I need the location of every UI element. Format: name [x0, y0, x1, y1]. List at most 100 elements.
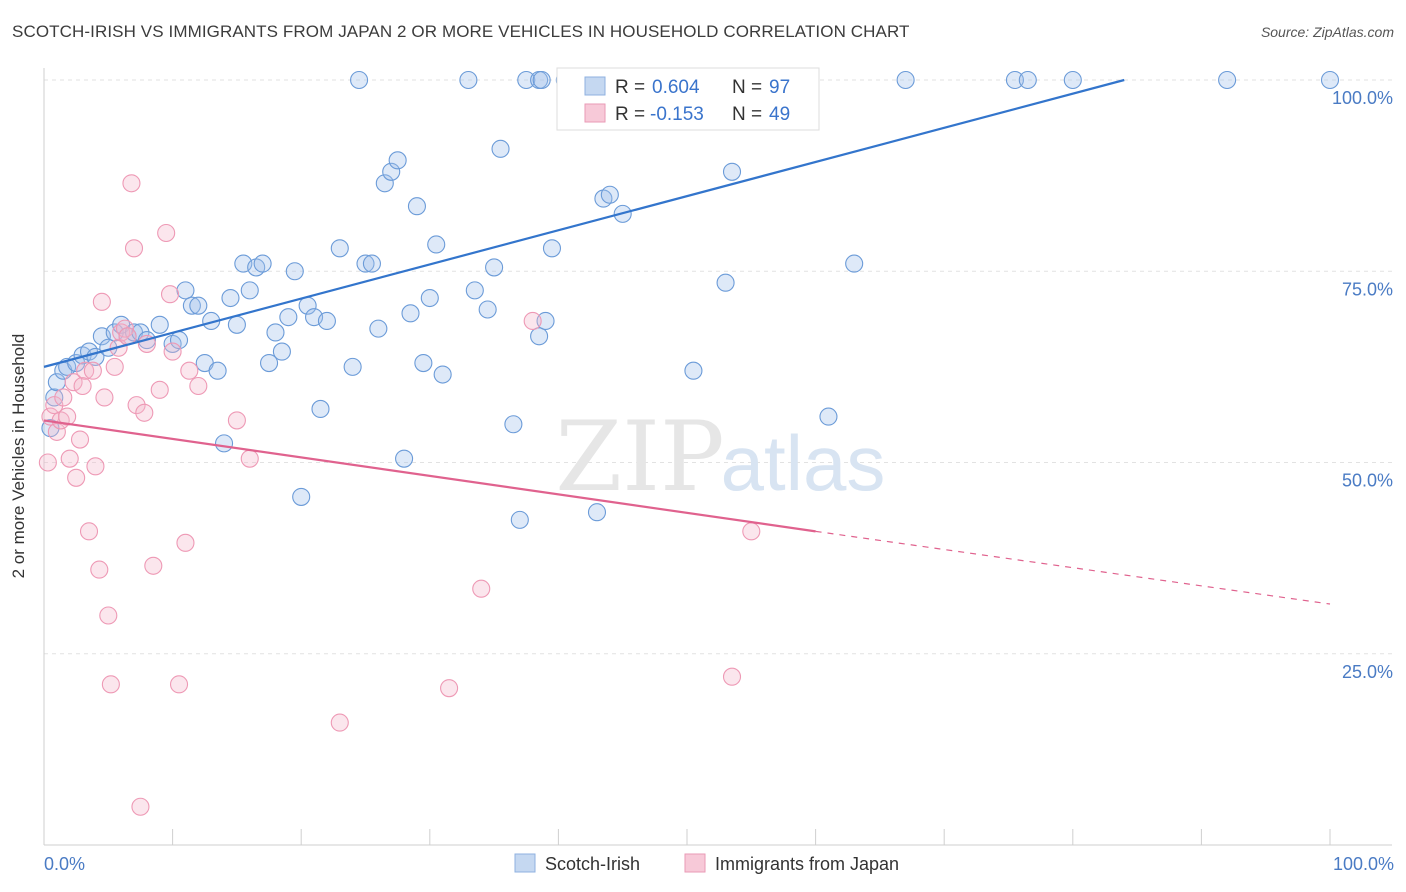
point-scotch-irish [530, 327, 549, 346]
watermark: ZIP atlas [555, 401, 885, 513]
point-scotch-irish [459, 70, 478, 90]
point-scotch-irish [1005, 70, 1024, 90]
point-scotch-irish [182, 296, 201, 315]
point-scotch-irish [266, 323, 285, 342]
watermark-atlas: atlas [721, 419, 886, 507]
stats-legend: R = 0.604 N = 97 R = -0.153 N = 49 [556, 67, 820, 131]
point-scotch-irish [279, 308, 298, 327]
x-tick-label-left: 0.0% [44, 854, 85, 874]
point-scotch-irish [414, 353, 433, 373]
x-tick-labels: 0.0% 100.0% [44, 854, 1394, 874]
trendline-scotch-irish [43, 78, 1125, 368]
point-japan [722, 667, 742, 686]
point-japan [176, 533, 195, 552]
point-scotch-irish [420, 288, 439, 308]
point-scotch-irish [1320, 70, 1340, 90]
stats-r-value-japan: -0.153 [650, 104, 704, 125]
point-japan [64, 373, 83, 392]
point-scotch-irish [485, 258, 504, 277]
point-scotch-irish [684, 361, 703, 380]
stats-r-value-scotch-irish: 0.604 [652, 77, 700, 98]
point-scotch-irish [227, 315, 246, 334]
point-scotch-irish [510, 510, 529, 529]
x-tick-label-right: 100.0% [1333, 854, 1394, 874]
point-scotch-irish [1018, 70, 1037, 90]
chart-title: SCOTCH-IRISH VS IMMIGRANTS FROM JAPAN 2 … [12, 22, 910, 41]
axes [43, 68, 1392, 846]
point-scotch-irish [240, 281, 259, 300]
point-japan [144, 556, 163, 575]
point-japan [122, 174, 141, 193]
point-japan [742, 522, 761, 541]
point-scotch-irish [350, 70, 369, 90]
watermark-zip: ZIP [555, 401, 724, 513]
point-japan [90, 560, 109, 579]
point-scotch-irish [722, 162, 742, 181]
point-scotch-irish [1218, 70, 1237, 90]
bottom-legend: Scotch-Irish Immigrants from Japan [514, 853, 899, 874]
point-japan [70, 430, 90, 449]
point-scotch-irish [253, 254, 272, 273]
stats-r-label-2: R = [615, 104, 645, 125]
stats-n-label-1: N = [732, 77, 762, 98]
legend-swatch-scotch-irish [514, 853, 536, 873]
point-japan [440, 679, 459, 698]
point-japan [180, 361, 199, 380]
point-japan [60, 449, 79, 468]
point-japan [38, 453, 57, 472]
point-scotch-irish [536, 311, 555, 331]
point-japan [127, 396, 146, 415]
point-scotch-irish [356, 254, 375, 273]
point-japan [73, 376, 92, 396]
point-scotch-irish [285, 262, 304, 281]
chart-source: Source: ZipAtlas.com [1260, 24, 1394, 40]
legend-swatch-japan [684, 853, 706, 873]
point-scotch-irish [401, 304, 420, 323]
stats-r-label-1: R = [615, 77, 645, 98]
point-japan [189, 376, 208, 396]
y-tick-label: 100.0% [1332, 88, 1393, 108]
point-scotch-irish [259, 353, 279, 373]
point-scotch-irish [150, 315, 169, 334]
point-scotch-irish [176, 281, 195, 300]
point-japan [240, 449, 259, 468]
point-scotch-irish [504, 415, 523, 434]
point-scotch-irish [375, 174, 394, 193]
stats-swatch-scotch-irish [584, 76, 606, 96]
point-scotch-irish [896, 70, 915, 90]
point-japan [124, 239, 144, 258]
point-scotch-irish [369, 319, 388, 338]
stats-n-value-japan: 49 [769, 104, 790, 125]
point-scotch-irish [716, 273, 735, 292]
point-scotch-irish [532, 70, 551, 90]
y-tick-label: 75.0% [1342, 279, 1393, 299]
point-scotch-irish [395, 449, 414, 468]
y-tick-label: 25.0% [1342, 662, 1393, 682]
point-scotch-irish [272, 342, 291, 361]
point-scotch-irish [189, 296, 208, 315]
point-japan [160, 285, 180, 304]
stats-swatch-japan [584, 103, 606, 123]
point-japan [330, 713, 349, 732]
legend-label-scotch-irish: Scotch-Irish [545, 854, 640, 874]
point-japan [227, 411, 246, 430]
point-japan [169, 675, 189, 694]
point-japan [58, 407, 77, 426]
point-scotch-irish [343, 357, 362, 376]
point-scotch-irish [330, 239, 349, 258]
point-japan [131, 797, 150, 816]
point-japan [47, 422, 66, 441]
point-japan [79, 522, 99, 541]
y-tick-labels: 25.0% 50.0% 75.0% 100.0% [1332, 88, 1393, 682]
point-scotch-irish [845, 254, 864, 273]
point-japan [163, 342, 182, 361]
point-scotch-irish [382, 162, 401, 181]
point-scotch-irish [214, 434, 234, 453]
point-scotch-irish [491, 139, 510, 158]
y-tick-label: 50.0% [1342, 471, 1393, 491]
point-japan [54, 388, 73, 407]
point-japan [99, 606, 118, 625]
data-points [38, 70, 1340, 816]
point-japan [105, 357, 124, 376]
